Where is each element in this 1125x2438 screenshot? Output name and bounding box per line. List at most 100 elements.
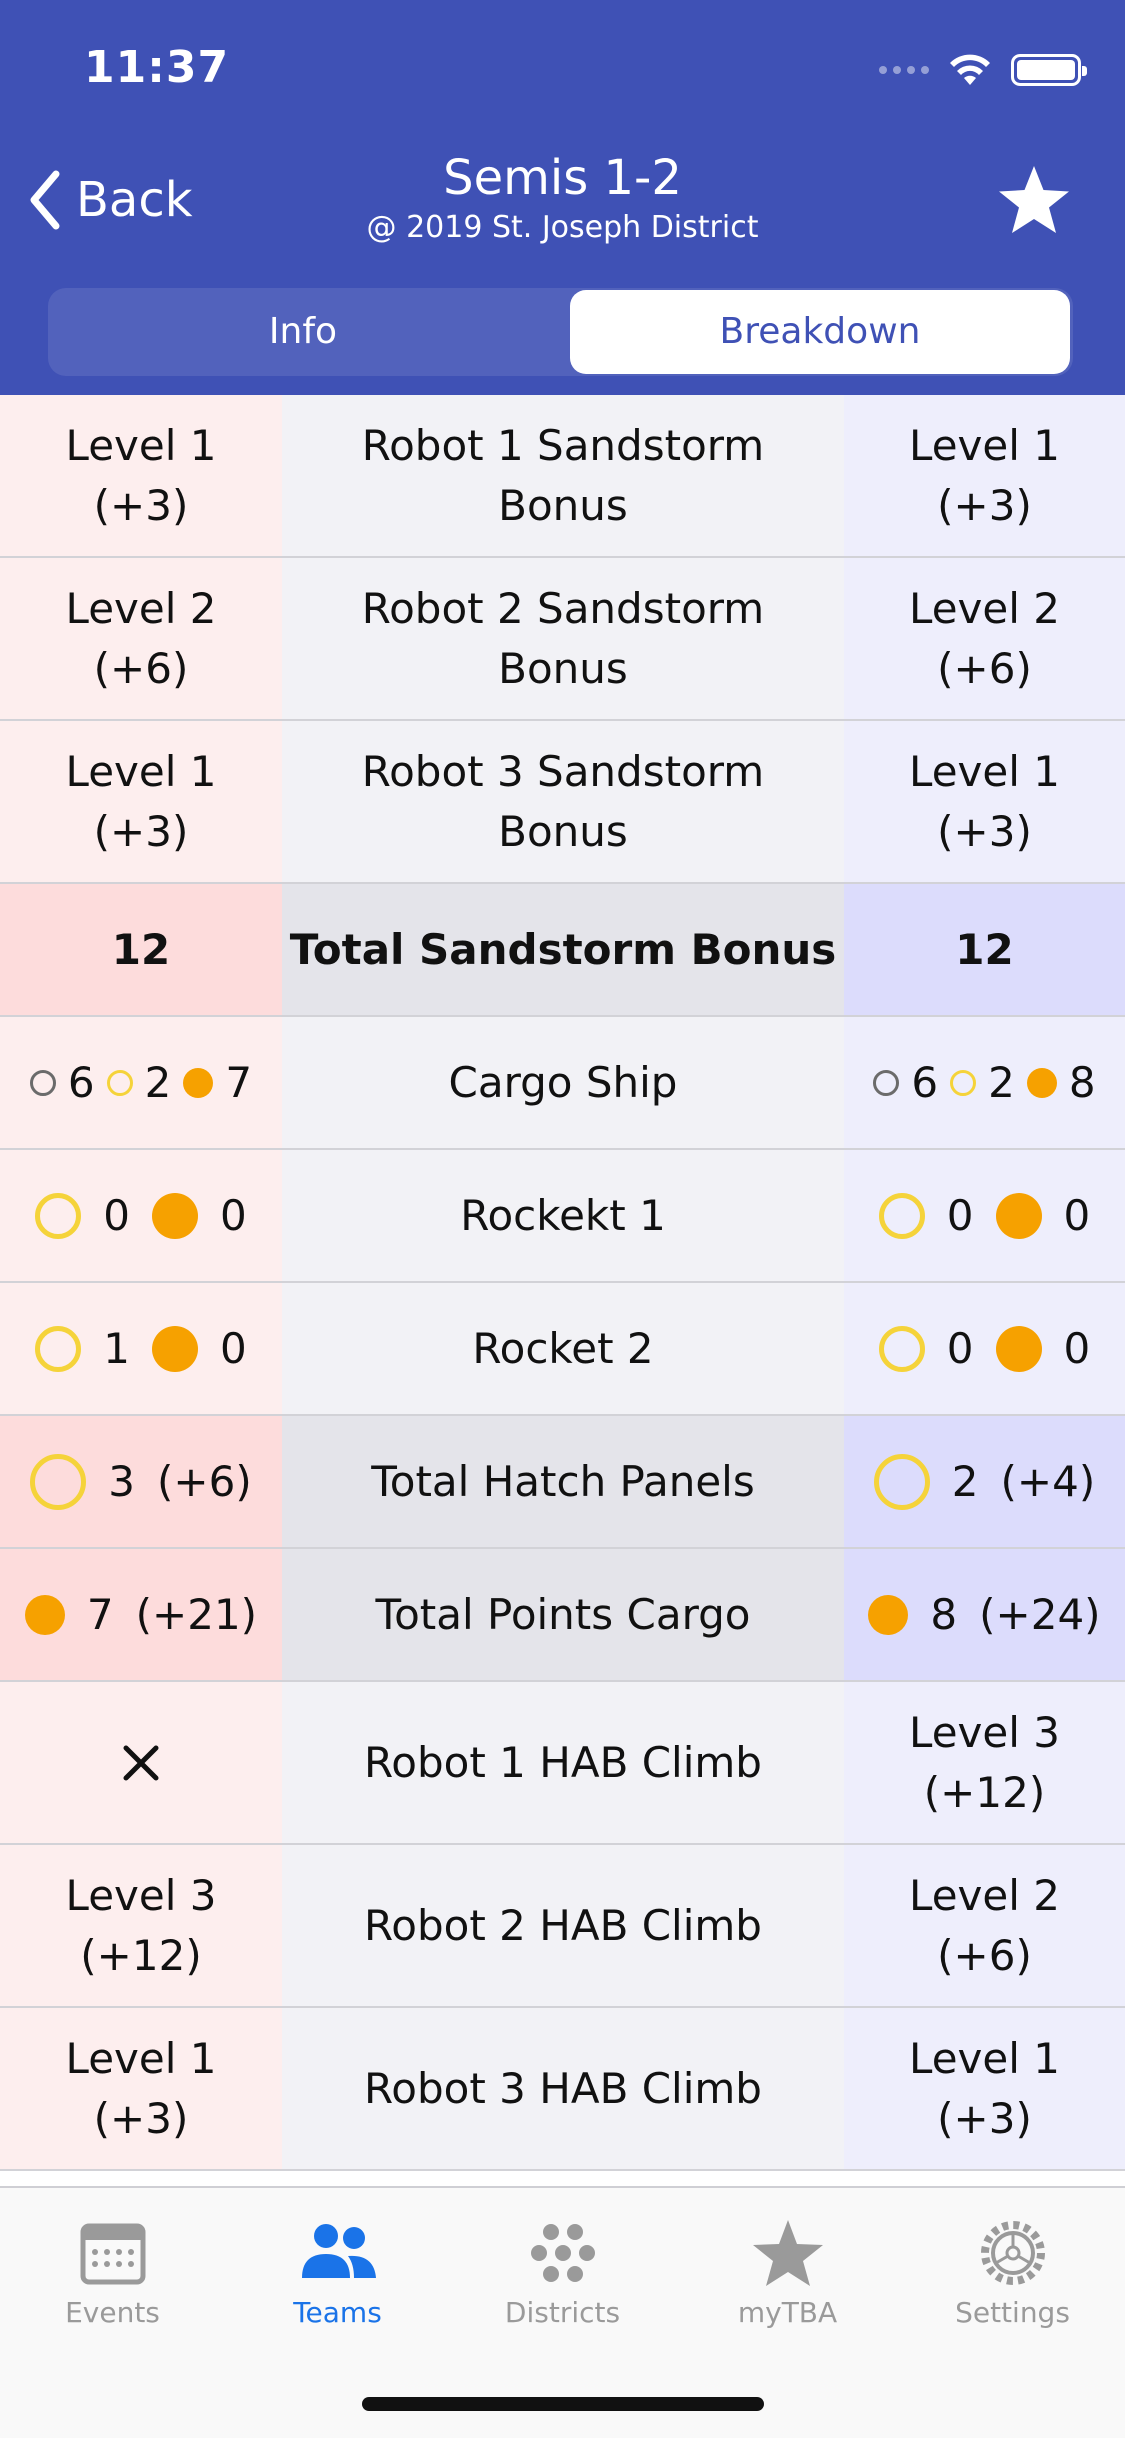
table-row: 1 0 Rocket 2 0 0 xyxy=(0,1283,1125,1416)
red-value: Level 3 (+12) xyxy=(0,1845,282,2006)
tab-teams[interactable]: Teams xyxy=(225,2218,450,2329)
blue-value: 6 2 8 xyxy=(844,1017,1125,1148)
piece-counts: 6 2 8 xyxy=(873,1053,1096,1113)
red-value: Level 1 (+3) xyxy=(0,395,282,556)
table-row: Level 1 (+3) Robot 3 Sandstorm Bonus Lev… xyxy=(0,721,1125,884)
row-label: Robot 2 Sandstorm Bonus xyxy=(282,558,844,719)
hatch-count: 1 xyxy=(103,1323,130,1373)
red-value: 0 0 xyxy=(0,1150,282,1281)
null-hatch-count: 6 xyxy=(911,1057,939,1107)
tab-label: Teams xyxy=(293,2296,382,2329)
hatch-panel-icon xyxy=(878,1325,925,1372)
null-hatch-icon xyxy=(29,1069,56,1096)
cargo-icon xyxy=(24,1594,65,1635)
piece-counts: 0 0 xyxy=(878,1186,1090,1246)
cargo-count: 0 xyxy=(220,1323,247,1373)
hatch-count: 0 xyxy=(946,1190,974,1240)
table-row-total: 7 (+21) Total Points Cargo 8 (+24) xyxy=(0,1549,1125,1682)
hatch-panel-icon xyxy=(30,1453,87,1510)
piece-counts: 0 0 xyxy=(35,1186,247,1246)
blue-value: Level 1 (+3) xyxy=(844,2008,1125,2169)
battery-icon xyxy=(1011,54,1087,86)
favorite-star-button[interactable] xyxy=(995,162,1073,240)
cargo-icon xyxy=(1026,1067,1057,1098)
tab-settings[interactable]: Settings xyxy=(900,2218,1125,2329)
chevron-left-icon xyxy=(30,170,60,230)
table-row: 6 2 7 Cargo Ship 6 2 8 xyxy=(0,1017,1125,1150)
tab-districts[interactable]: Districts xyxy=(450,2218,675,2329)
hatch-points: (+4) xyxy=(1000,1456,1096,1506)
blue-value: 8 (+24) xyxy=(844,1549,1125,1680)
piece-counts: 1 0 xyxy=(35,1319,247,1379)
row-label: Total Sandstorm Bonus xyxy=(282,884,844,1015)
hatch-points: (+6) xyxy=(157,1456,252,1506)
wifi-icon xyxy=(950,54,990,85)
blue-value: Level 2 (+6) xyxy=(844,558,1125,719)
navigation-header: 11:37 Back Semis 1-2 @ 2019 St. Joseph D… xyxy=(0,0,1125,395)
cargo-points: (+21) xyxy=(135,1589,258,1639)
blue-value: Level 2 (+6) xyxy=(844,1845,1125,2006)
row-label: Cargo Ship xyxy=(282,1017,844,1148)
row-label: Robot 2 HAB Climb xyxy=(282,1845,844,2006)
cargo-icon xyxy=(183,1067,214,1098)
cargo-icon xyxy=(152,1192,198,1239)
red-value: 6 2 7 xyxy=(0,1017,282,1148)
table-row: Robot 1 HAB Climb Level 3 (+12) xyxy=(0,1682,1125,1845)
piece-counts: 6 2 7 xyxy=(29,1053,253,1113)
hatch-panel-icon xyxy=(878,1192,925,1239)
cargo-icon xyxy=(995,1325,1042,1372)
tab-breakdown[interactable]: Breakdown xyxy=(570,290,1070,374)
hatch-count: 2 xyxy=(144,1057,172,1107)
cargo-icon xyxy=(868,1594,909,1635)
hatch-panel-icon xyxy=(950,1069,977,1096)
tab-info[interactable]: Info xyxy=(268,311,338,352)
piece-counts: 3 (+6) xyxy=(30,1452,252,1512)
red-value xyxy=(0,1682,282,1843)
hatch-count: 0 xyxy=(946,1323,974,1373)
people-icon xyxy=(301,2224,376,2278)
blue-value: 2 (+4) xyxy=(844,1416,1125,1547)
piece-counts: 7 (+21) xyxy=(24,1585,258,1645)
cargo-count: 0 xyxy=(220,1190,247,1240)
gear-icon xyxy=(980,2221,1045,2285)
status-indicators xyxy=(879,50,1087,90)
row-label: Rockekt 1 xyxy=(282,1150,844,1281)
tab-label: myTBA xyxy=(737,2296,838,2329)
tab-label: Settings xyxy=(955,2296,1070,2329)
cargo-count: 7 xyxy=(225,1057,253,1107)
table-row-total: 12 Total Sandstorm Bonus 12 xyxy=(0,884,1125,1017)
red-value: 3 (+6) xyxy=(0,1416,282,1547)
blue-value: 0 0 xyxy=(844,1150,1125,1281)
table-row: 0 0 Rockekt 1 0 0 xyxy=(0,1150,1125,1283)
row-label: Total Hatch Panels xyxy=(282,1416,844,1547)
red-value: Level 2 (+6) xyxy=(0,558,282,719)
blue-value: 12 xyxy=(844,884,1125,1015)
tab-mytba[interactable]: myTBA xyxy=(675,2218,900,2329)
back-button[interactable]: Back xyxy=(26,165,193,235)
red-value: 7 (+21) xyxy=(0,1549,282,1680)
red-value: 12 xyxy=(0,884,282,1015)
null-hatch-count: 6 xyxy=(67,1057,95,1107)
cross-icon xyxy=(123,1745,159,1780)
cargo-points: (+24) xyxy=(979,1589,1101,1639)
red-value: Level 1 (+3) xyxy=(0,721,282,882)
hatch-count: 2 xyxy=(951,1456,979,1506)
hatch-count: 3 xyxy=(108,1456,136,1506)
row-label: Rocket 2 xyxy=(282,1283,844,1414)
table-row: Level 1 (+3) Robot 3 HAB Climb Level 1 (… xyxy=(0,2008,1125,2171)
tab-events[interactable]: Events xyxy=(0,2218,225,2329)
tab-bar: Events Teams Districts myTBA xyxy=(0,2186,1125,2438)
tab-label: Events xyxy=(65,2296,160,2329)
page-subtitle: @ 2019 St. Joseph District xyxy=(366,210,759,245)
row-label: Robot 1 HAB Climb xyxy=(282,1682,844,1843)
blue-value: Level 1 (+3) xyxy=(844,721,1125,882)
home-indicator[interactable] xyxy=(362,2397,764,2411)
cargo-count: 0 xyxy=(1063,1323,1091,1373)
hatch-panel-icon xyxy=(873,1453,930,1510)
hatch-panel-icon xyxy=(35,1192,82,1239)
cargo-count: 8 xyxy=(1068,1057,1096,1107)
back-label: Back xyxy=(76,172,193,228)
null-hatch-icon xyxy=(873,1069,900,1096)
row-label: Total Points Cargo xyxy=(282,1549,844,1680)
cargo-count: 7 xyxy=(86,1589,114,1639)
